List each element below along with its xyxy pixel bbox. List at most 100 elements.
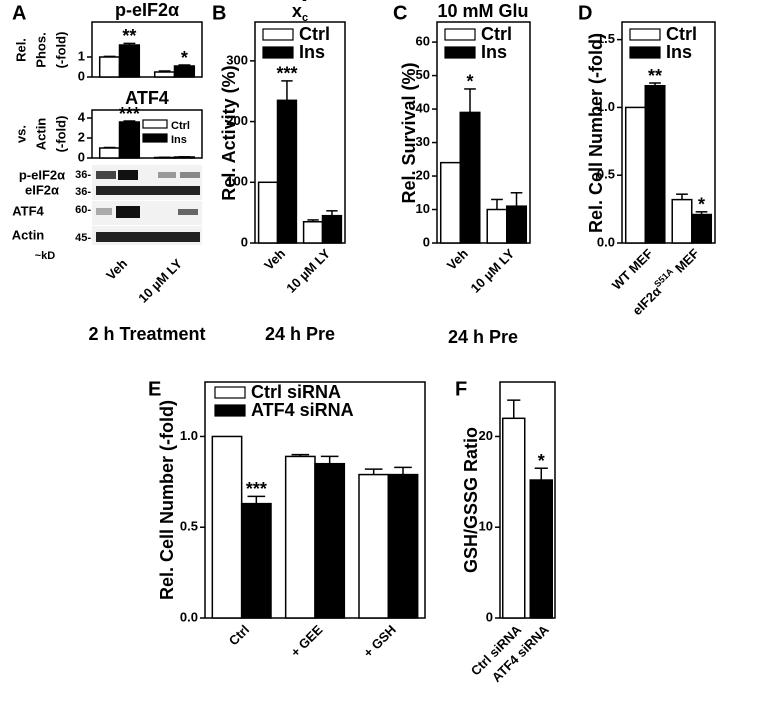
chart-footer: 2 h Treatment bbox=[88, 324, 205, 344]
legend-swatch bbox=[142, 119, 168, 129]
panel-letter: A bbox=[12, 2, 26, 24]
bar bbox=[257, 181, 279, 244]
y-tick-label: 10 bbox=[416, 201, 430, 216]
blot-band bbox=[158, 172, 176, 178]
bar bbox=[284, 455, 316, 619]
chart-footer: 24 h Pre bbox=[448, 327, 518, 347]
significance: * bbox=[538, 451, 545, 471]
panel-letter: B bbox=[212, 2, 226, 24]
bar bbox=[691, 213, 713, 244]
y-axis-label: Rel. Survival (%) bbox=[399, 62, 419, 203]
panel-letter: C bbox=[393, 2, 407, 24]
blot-band bbox=[116, 206, 140, 218]
chart-title-part: x bbox=[292, 1, 302, 21]
y-tick-label: 20 bbox=[479, 428, 493, 443]
y-tick-label: 40 bbox=[416, 100, 430, 115]
significance: ** bbox=[648, 66, 662, 86]
plot-frame bbox=[499, 381, 556, 619]
blot-label: eIF2α bbox=[25, 182, 59, 197]
chart-title-sup: - bbox=[302, 0, 307, 7]
bar bbox=[502, 417, 526, 619]
bar bbox=[118, 121, 141, 159]
legend-swatch bbox=[629, 28, 661, 41]
x-tick-label: 10 µM LY bbox=[283, 246, 333, 296]
western-blot: p-eIF2α eIF2α ATF4 Actin 36- 36- 60- 45-… bbox=[12, 165, 202, 262]
plot-frame bbox=[254, 21, 346, 244]
y-tick-label: 4 bbox=[78, 109, 86, 124]
bar bbox=[671, 198, 693, 244]
y-axis-label: vs. bbox=[13, 125, 28, 143]
panel-letter: E bbox=[148, 378, 161, 400]
legend-swatch bbox=[214, 386, 246, 399]
bar bbox=[321, 214, 343, 244]
y-tick-label: 0 bbox=[78, 149, 85, 164]
y-axis-label: (-fold) bbox=[53, 116, 68, 153]
legend-label: Ctrl bbox=[171, 120, 190, 132]
y-tick-label: 300 bbox=[226, 52, 248, 67]
x-tick-label: + GSH bbox=[360, 622, 398, 660]
chart-title: p-eIF2α bbox=[115, 0, 179, 20]
panel-letter: D bbox=[578, 2, 592, 24]
y-tick-label: 0.5 bbox=[597, 167, 615, 182]
chart-title: 10 mM Glu bbox=[437, 1, 528, 21]
bar bbox=[276, 99, 298, 244]
y-axis-label: Rel. Cell Number (-fold) bbox=[586, 33, 606, 233]
y-tick-label: 0 bbox=[241, 234, 248, 249]
y-axis-label: (-fold) bbox=[53, 32, 68, 69]
x-tick-label: + GEE bbox=[288, 622, 326, 660]
y-tick-label: 0 bbox=[78, 68, 85, 83]
y-tick-label: 60 bbox=[416, 34, 430, 49]
significance: * bbox=[181, 48, 188, 68]
chart-title-part: p-eIF2α bbox=[115, 0, 179, 20]
y-axis-label: Phos. bbox=[33, 32, 48, 67]
bar bbox=[624, 106, 646, 244]
significance: *** bbox=[246, 479, 267, 499]
x-tick-label: Ctrl bbox=[226, 622, 252, 648]
y-tick-label: 1.5 bbox=[597, 31, 615, 46]
chart-title-part: ATF4 bbox=[125, 88, 169, 108]
y-axis-label: GSH/GSSG Ratio bbox=[461, 427, 481, 573]
legend-swatch bbox=[262, 28, 294, 41]
bar bbox=[358, 473, 390, 619]
y-tick-label: 0.0 bbox=[597, 234, 615, 249]
legend-swatch bbox=[142, 133, 168, 143]
blot-band bbox=[96, 171, 116, 179]
bar bbox=[439, 161, 462, 244]
bar bbox=[644, 84, 666, 244]
blot-band bbox=[96, 232, 200, 242]
y-tick-label: 2 bbox=[78, 129, 85, 144]
bar bbox=[118, 44, 141, 78]
x-tick-label: Veh bbox=[103, 256, 130, 283]
bar bbox=[459, 111, 481, 244]
y-tick-label: 0.5 bbox=[180, 519, 198, 534]
y-tick-label: 100 bbox=[226, 174, 248, 189]
y-tick-label: 1 bbox=[78, 48, 85, 63]
legend-label: Ins bbox=[666, 42, 692, 62]
y-tick-label: 0.0 bbox=[180, 609, 198, 624]
bar bbox=[314, 462, 346, 619]
significance: * bbox=[698, 195, 705, 215]
bar bbox=[240, 502, 272, 619]
x-tick-label: 10 µM LY bbox=[135, 256, 185, 306]
y-tick-label: 20 bbox=[416, 167, 430, 182]
plot-frame bbox=[91, 109, 203, 159]
legend-swatch bbox=[262, 46, 294, 59]
chart-title: ATF4 bbox=[125, 88, 169, 108]
x-tick-label: 10 µM LY bbox=[468, 246, 518, 296]
legend-label: Ins bbox=[299, 42, 325, 62]
significance: *** bbox=[119, 104, 140, 124]
legend-swatch bbox=[214, 404, 246, 417]
x-tick-label: Veh bbox=[261, 246, 288, 273]
bar bbox=[211, 435, 243, 619]
x-tick-label: Veh bbox=[444, 246, 471, 273]
y-tick-label: 1.0 bbox=[597, 99, 615, 114]
y-axis-label: Actin bbox=[33, 118, 48, 151]
x-tick-label-part: MEF bbox=[670, 246, 703, 279]
y-axis-label: Rel. Cell Number (-fold) bbox=[157, 400, 177, 600]
y-tick-label: 30 bbox=[416, 134, 430, 149]
y-tick-label: 0 bbox=[423, 234, 430, 249]
chart-title-part: 10 mM Glu bbox=[437, 1, 528, 21]
y-tick-label: 0 bbox=[486, 609, 493, 624]
blot-band bbox=[180, 172, 200, 178]
